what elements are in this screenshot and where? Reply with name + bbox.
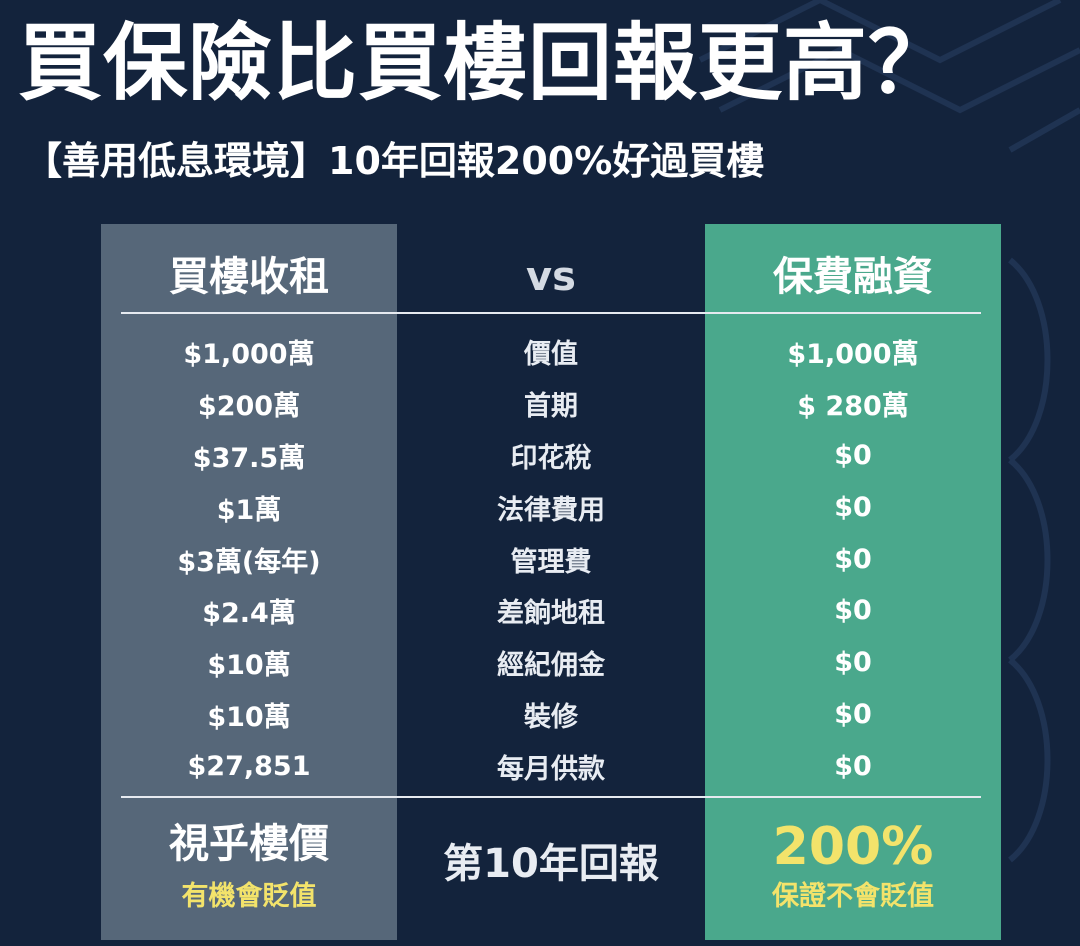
footer-divider <box>121 796 981 798</box>
buy-property-value: $37.5萬 <box>192 442 306 474</box>
premium-financing-value: $0 <box>834 595 872 627</box>
comparison-rows: $1,000萬 價值 $1,000萬 $200萬 首期 $ 280萬 $37.5… <box>101 326 1001 792</box>
header-divider <box>121 312 981 314</box>
buy-property-value: $27,851 <box>187 750 311 782</box>
premium-financing-value: $0 <box>834 647 872 679</box>
page-title: 買保險比買樓回報更高？ <box>18 14 954 112</box>
row-label: 印花稅 <box>510 442 592 474</box>
row-label: 管理費 <box>510 546 592 578</box>
row-label: 法律費用 <box>497 494 605 526</box>
table-row: $10萬 經紀佣金 $0 <box>101 637 1001 689</box>
buy-property-value: $1,000萬 <box>183 339 315 371</box>
header-vs: vs <box>526 254 576 300</box>
header-buy-property: 買樓收租 <box>169 254 329 300</box>
premium-financing-value: $ 280萬 <box>797 391 909 423</box>
row-label: 首期 <box>524 391 578 423</box>
footer-premium-financing-note: 保證不會貶值 <box>772 881 934 912</box>
buy-property-value: $200萬 <box>197 391 301 423</box>
row-label: 價值 <box>524 339 578 371</box>
table-row: $37.5萬 印花稅 $0 <box>101 430 1001 482</box>
premium-financing-value: $0 <box>834 698 872 730</box>
premium-financing-value: $1,000萬 <box>787 339 919 371</box>
page-subtitle: 【善用低息環境】10年回報200%好過買樓 <box>24 139 765 183</box>
buy-property-value: $10萬 <box>207 701 291 733</box>
footer-buy-property-note: 有機會貶值 <box>181 881 317 912</box>
row-label: 裝修 <box>524 701 578 733</box>
table-row: $200萬 首期 $ 280萬 <box>101 378 1001 430</box>
premium-financing-value: $0 <box>834 543 872 575</box>
buy-property-value: $2.4萬 <box>202 598 296 630</box>
row-label: 差餉地租 <box>497 598 605 630</box>
premium-financing-value: $0 <box>834 439 872 471</box>
table-row: $2.4萬 差餉地租 $0 <box>101 585 1001 637</box>
table-row: $10萬 裝修 $0 <box>101 689 1001 741</box>
row-label: 經紀佣金 <box>497 650 605 682</box>
footer-return-percentage: 200% <box>772 817 934 877</box>
table-row: $3萬(每年) 管理費 $0 <box>101 533 1001 585</box>
premium-financing-value: $0 <box>834 491 872 523</box>
buy-property-value: $3萬(每年) <box>177 546 321 578</box>
header-premium-financing: 保費融資 <box>773 254 933 300</box>
premium-financing-value: $0 <box>834 750 872 782</box>
row-label: 每月供款 <box>497 753 605 785</box>
buy-property-value: $10萬 <box>207 650 291 682</box>
footer-buy-property-main: 視乎樓價 <box>169 821 329 867</box>
column-premium-financing-background <box>705 224 1001 940</box>
column-buy-property-background <box>101 224 397 940</box>
footer-year-10-return-label: 第10年回報 <box>443 841 659 887</box>
table-row: $1萬 法律費用 $0 <box>101 481 1001 533</box>
table-row: $1,000萬 價值 $1,000萬 <box>101 326 1001 378</box>
table-row: $27,851 每月供款 $0 <box>101 740 1001 792</box>
buy-property-value: $1萬 <box>216 494 282 526</box>
